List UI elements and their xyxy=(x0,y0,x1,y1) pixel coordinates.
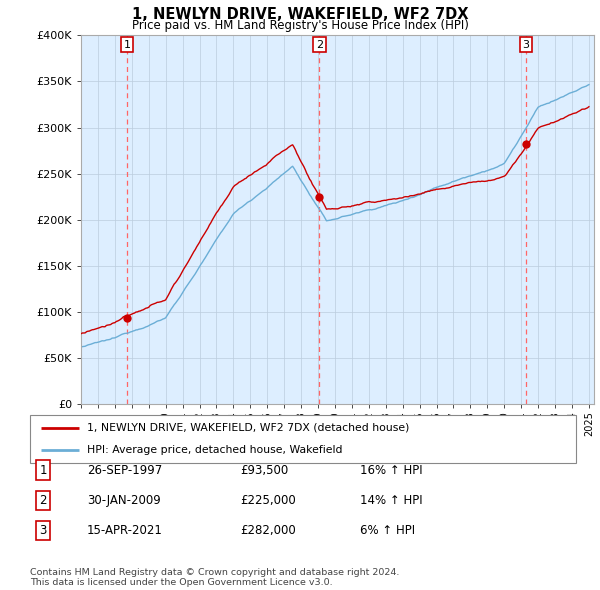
Text: 1, NEWLYN DRIVE, WAKEFIELD, WF2 7DX (detached house): 1, NEWLYN DRIVE, WAKEFIELD, WF2 7DX (det… xyxy=(88,423,410,433)
Text: £93,500: £93,500 xyxy=(240,464,288,477)
Text: 14% ↑ HPI: 14% ↑ HPI xyxy=(360,494,422,507)
Text: 26-SEP-1997: 26-SEP-1997 xyxy=(87,464,162,477)
Text: 6% ↑ HPI: 6% ↑ HPI xyxy=(360,524,415,537)
Text: 3: 3 xyxy=(523,40,529,50)
Text: HPI: Average price, detached house, Wakefield: HPI: Average price, detached house, Wake… xyxy=(88,445,343,455)
Text: 1, NEWLYN DRIVE, WAKEFIELD, WF2 7DX: 1, NEWLYN DRIVE, WAKEFIELD, WF2 7DX xyxy=(132,7,468,22)
Text: £225,000: £225,000 xyxy=(240,494,296,507)
Text: 15-APR-2021: 15-APR-2021 xyxy=(87,524,163,537)
Text: Price paid vs. HM Land Registry's House Price Index (HPI): Price paid vs. HM Land Registry's House … xyxy=(131,19,469,32)
Text: 1: 1 xyxy=(40,464,47,477)
Text: 16% ↑ HPI: 16% ↑ HPI xyxy=(360,464,422,477)
Text: 2: 2 xyxy=(316,40,323,50)
Text: Contains HM Land Registry data © Crown copyright and database right 2024.
This d: Contains HM Land Registry data © Crown c… xyxy=(30,568,400,587)
Text: 1: 1 xyxy=(124,40,131,50)
Text: 2: 2 xyxy=(40,494,47,507)
Text: £282,000: £282,000 xyxy=(240,524,296,537)
Text: 30-JAN-2009: 30-JAN-2009 xyxy=(87,494,161,507)
Text: 3: 3 xyxy=(40,524,47,537)
